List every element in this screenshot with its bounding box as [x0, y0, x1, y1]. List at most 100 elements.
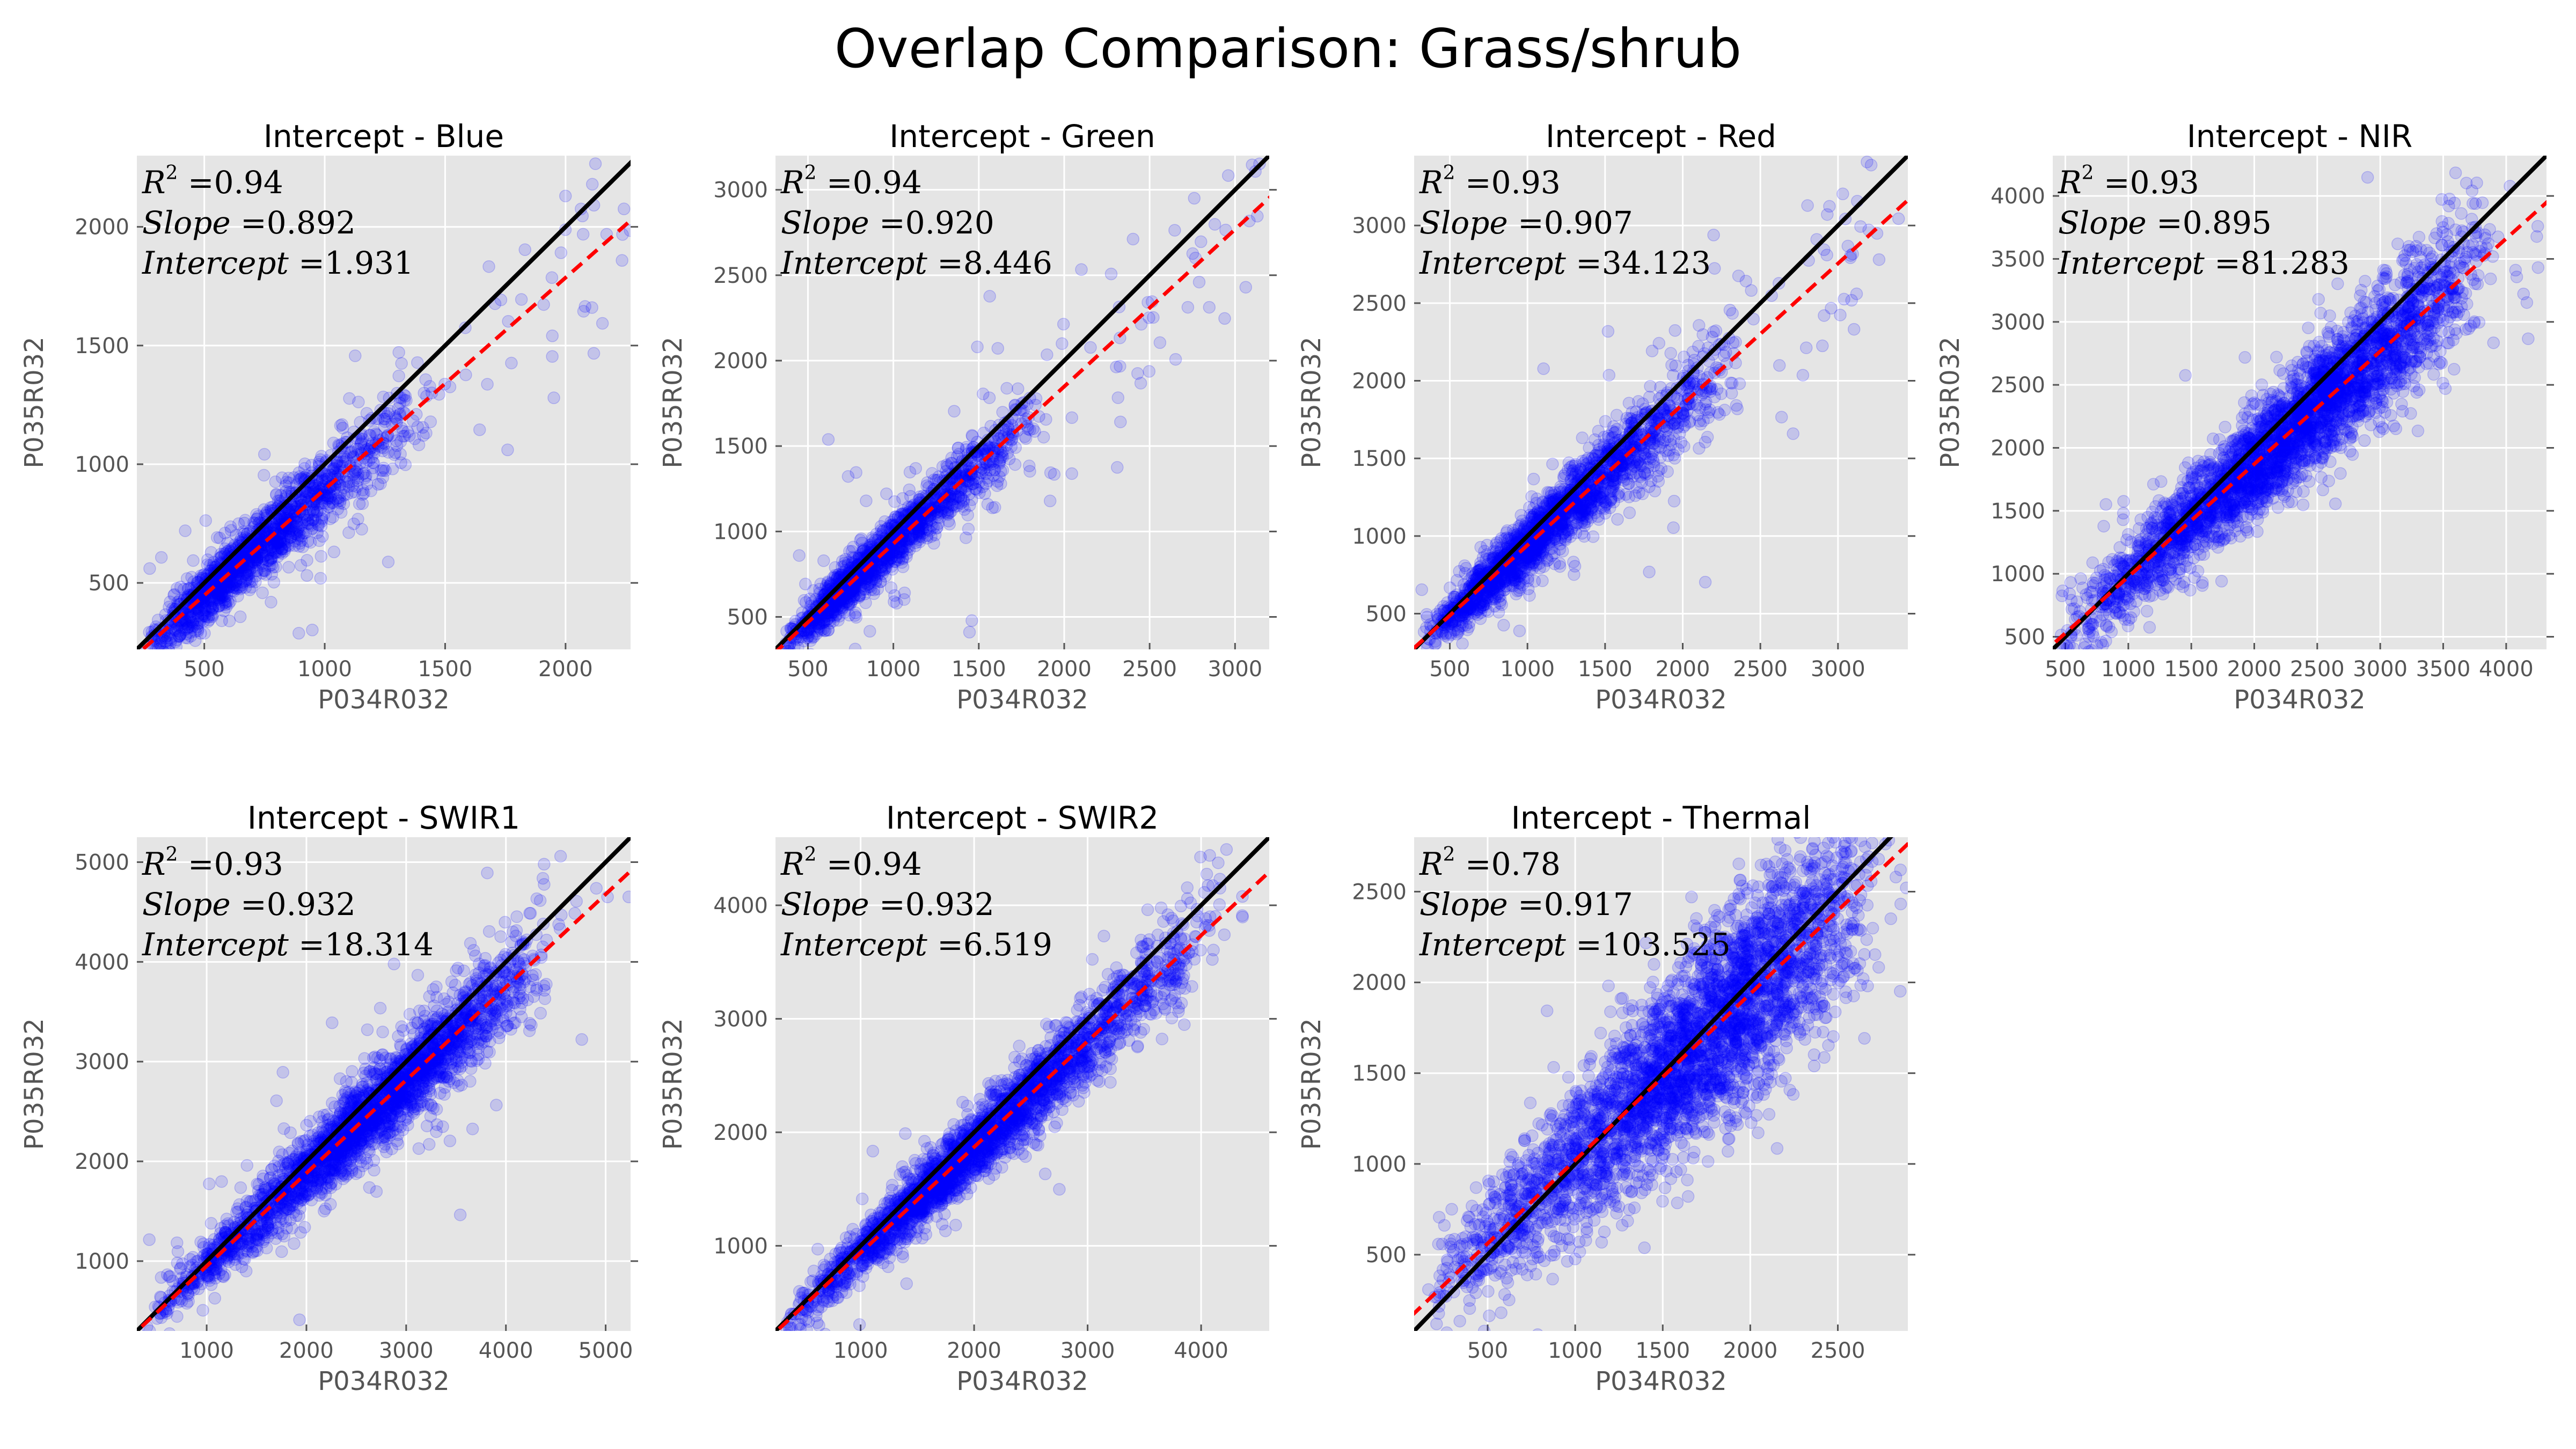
scatter-point: [282, 561, 295, 574]
scatter-point: [180, 627, 193, 641]
scatter-point: [237, 569, 250, 582]
scatter-point: [813, 587, 826, 599]
scatter-point: [382, 445, 395, 459]
scatter-point: [345, 445, 358, 458]
scatter-point: [204, 594, 217, 607]
slope-annotation: Slope =0.892: [142, 204, 356, 241]
scatter-point: [257, 552, 270, 565]
scatter-point: [326, 496, 340, 509]
scatter-point: [331, 459, 344, 473]
scatter-point: [265, 568, 279, 581]
scatter-point: [228, 579, 241, 591]
scatter-point: [356, 433, 369, 445]
scatter-point: [841, 470, 855, 483]
scatter-point: [282, 504, 295, 517]
scatter-point: [204, 608, 218, 621]
scatter-point: [950, 500, 963, 513]
scatter-point: [274, 513, 287, 526]
scatter-point: [340, 475, 354, 488]
scatter-point: [596, 317, 609, 330]
scatter-point: [559, 189, 572, 202]
scatter-point: [184, 610, 197, 624]
scatter-point: [202, 615, 215, 628]
scatter-point: [250, 508, 263, 521]
scatter-point: [245, 558, 258, 570]
scatter-point: [397, 430, 409, 443]
scatter-point: [291, 522, 304, 535]
scatter-point: [153, 638, 167, 649]
scatter-point: [215, 550, 228, 564]
x-axis-label: P034R032: [318, 685, 450, 715]
scatter-point: [395, 357, 408, 370]
scatter-point: [1008, 458, 1022, 471]
scatter-point: [346, 479, 360, 492]
scatter-point: [191, 620, 204, 634]
scatter-point: [545, 271, 559, 284]
scatter-point: [365, 439, 378, 452]
scatter-point: [182, 620, 195, 633]
scatter-point: [292, 529, 305, 543]
scatter-point: [370, 428, 383, 442]
scatter-point: [367, 456, 380, 470]
x-tick-label: 1000: [297, 657, 352, 682]
scatter-point: [223, 580, 236, 593]
scatter-point: [331, 455, 344, 468]
scatter-point: [243, 573, 255, 586]
scatter-point: [172, 624, 185, 638]
scatter-point: [213, 592, 225, 605]
scatter-point: [309, 479, 322, 492]
scatter-point: [285, 508, 298, 522]
scatter-point: [273, 535, 287, 548]
scatter-point: [265, 543, 278, 556]
scatter-point: [392, 346, 405, 359]
scatter-point: [390, 439, 404, 452]
y-tick-label: 1500: [713, 434, 768, 459]
scatter-point: [368, 425, 380, 438]
scatter-point: [459, 368, 472, 382]
scatter-point: [187, 575, 200, 588]
y-tick-label: 500: [1366, 602, 1407, 626]
x-tick-label: 2000: [538, 657, 593, 682]
panel-title: Intercept - Green: [889, 118, 1155, 155]
scatter-point: [298, 457, 311, 471]
scatter-point: [319, 472, 332, 486]
scatter-point: [280, 475, 293, 488]
scatter-point: [403, 429, 416, 442]
scatter-point: [223, 576, 236, 589]
scatter-point: [220, 581, 233, 594]
scatter-point: [293, 528, 306, 541]
x-tick-label: 3000: [1208, 657, 1262, 682]
scatter-point: [282, 476, 296, 489]
scatter-point: [295, 534, 308, 547]
scatter-point: [321, 493, 335, 506]
scatter-point: [214, 588, 227, 601]
scatter-point: [311, 498, 324, 511]
scatter-point: [327, 464, 340, 477]
scatter-point: [237, 525, 250, 538]
scatter-point: [206, 596, 219, 609]
scatter-point: [173, 630, 186, 642]
scatter-point: [274, 489, 287, 502]
scatter-point: [1043, 494, 1057, 508]
scatter-point: [211, 588, 224, 601]
scatter-point: [616, 254, 628, 267]
scatter-point: [252, 558, 265, 571]
scatter-point: [880, 487, 893, 500]
scatter-point: [160, 634, 173, 648]
scatter-point: [327, 545, 341, 559]
x-tick-label: 2000: [1037, 657, 1092, 682]
scatter-point: [306, 503, 320, 516]
scatter-point: [239, 564, 252, 577]
scatter-point: [275, 512, 289, 525]
scatter-point: [309, 479, 321, 492]
scatter-point: [799, 596, 813, 609]
scatter-point: [207, 598, 220, 611]
y-tick-label: 1500: [1352, 447, 1407, 471]
scatter-point: [224, 524, 238, 537]
scatter-point: [333, 459, 346, 472]
scatter-point: [255, 567, 269, 580]
scatter-point: [214, 583, 228, 596]
scatter-point: [1114, 360, 1126, 373]
